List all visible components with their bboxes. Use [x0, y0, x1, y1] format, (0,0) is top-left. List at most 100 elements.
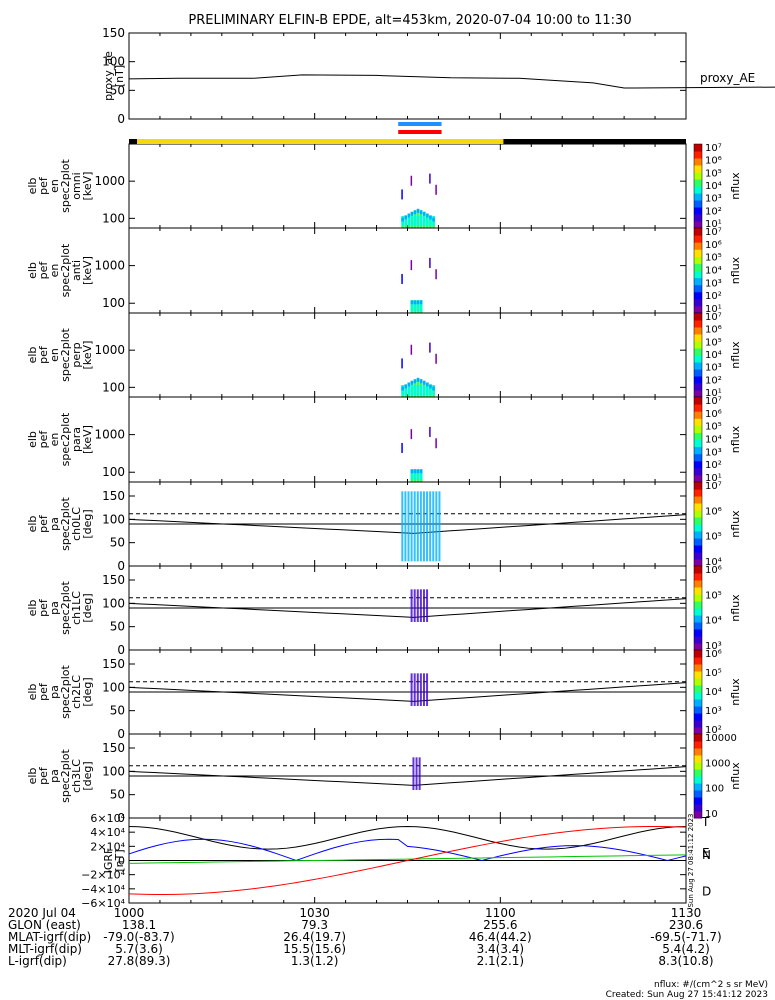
- colorbar-segment: [694, 566, 702, 574]
- spectrogram-cell: [407, 385, 411, 395]
- spectrogram-cell: [422, 211, 426, 216]
- pitch-angle-data: [410, 589, 429, 622]
- colorbar-segment: [694, 636, 702, 644]
- spectrogram-cell: [429, 216, 432, 226]
- y-axis-label: [keV]: [81, 425, 94, 454]
- ephemeris-row-label: GLON (east): [8, 918, 81, 932]
- y-axis-label: pef: [37, 261, 50, 280]
- colorbar-tick-label: 10⁴: [705, 350, 722, 361]
- y-axis-label: pa: [48, 685, 61, 699]
- spectrogram-cell: [413, 470, 417, 480]
- chart-title: PRELIMINARY ELFIN-B EPDE, alt=453km, 202…: [188, 13, 631, 28]
- ephemeris-value: -79.0(-83.7): [103, 930, 174, 944]
- y-axis-label: spec2plot: [59, 497, 72, 551]
- colorbar-segment: [694, 376, 702, 384]
- colorbar-tick-label: 10²: [705, 375, 722, 386]
- colorbar-tick-label: 10⁶: [705, 649, 722, 660]
- colorbar-segment: [694, 228, 702, 236]
- colorbar-segment: [694, 270, 702, 279]
- ephemeris-value: 230.6: [669, 918, 703, 932]
- colorbar-segment: [694, 699, 702, 707]
- colorbar-segment: [694, 552, 702, 560]
- y-axis-label: en: [48, 348, 61, 362]
- spectrogram-cell: [413, 216, 417, 226]
- colorbar-segment: [694, 678, 702, 686]
- data-coverage-red: [398, 130, 442, 134]
- spectrogram-cell: [413, 301, 417, 311]
- colorbar-segment: [694, 545, 702, 553]
- colorbar-segment: [694, 158, 702, 166]
- y-axis-label: spec2plot: [59, 243, 72, 297]
- y-tick-label: 50: [110, 788, 125, 802]
- pitch-angle-cell: [413, 589, 416, 622]
- colorbar-segment: [694, 369, 702, 377]
- ephemeris-value: 8.3(10.8): [658, 954, 713, 968]
- x-tick-label: 1100: [485, 906, 516, 920]
- colorbar-tick-label: 10⁶: [705, 240, 722, 251]
- colorbar-tick-label: 10²: [705, 725, 722, 736]
- spectrogram-cell: [410, 429, 413, 440]
- colorbar-tick-label: 10⁶: [705, 409, 722, 420]
- y-tick-label: 50: [110, 704, 125, 718]
- spectrogram-cell: [429, 385, 432, 395]
- pitch-angle-cell: [410, 589, 413, 622]
- pitch-angle-cell: [415, 757, 418, 790]
- ephemeris-value: 46.4(44.2): [469, 930, 532, 944]
- colorbar-segment: [694, 573, 702, 581]
- y-axis-label: [keV]: [81, 341, 94, 370]
- y-tick-label: 100: [102, 211, 125, 225]
- ephemeris-row-label: L-igrf(dip): [8, 954, 67, 968]
- ephemeris-row-label: MLT-igrf(dip): [8, 942, 82, 956]
- colorbar-segment: [694, 425, 702, 433]
- colorbar-label: nflux: [729, 678, 742, 706]
- colorbar-segment: [694, 496, 702, 504]
- y-tick-label: 150: [102, 489, 125, 503]
- spectrogram-cell: [419, 300, 423, 305]
- colorbar-tick-label: 10³: [705, 363, 722, 374]
- colorbar-segment: [694, 657, 702, 665]
- panel-ch1: 050100150elbpefpaspec2plotch1LC[deg]10⁶1…: [26, 565, 742, 657]
- y-axis-label: spec2plot: [59, 412, 72, 466]
- spectrogram-cell: [410, 175, 413, 186]
- colorbar-segment: [694, 214, 702, 222]
- pitch-angle-cell: [404, 491, 407, 562]
- y-axis-label: elb: [26, 600, 39, 617]
- colorbar-tick-label: 10¹: [705, 219, 722, 230]
- y-axis-label: spec2plot: [59, 581, 72, 635]
- panel-ch2: 050100150elbpefpaspec2plotch2LC[deg]10⁶1…: [26, 649, 742, 741]
- colorbar-segment: [694, 713, 702, 721]
- ephemeris-value: 15.5(15.6): [283, 942, 346, 956]
- spectrogram-cell: [416, 377, 420, 382]
- spectrogram-cell: [419, 210, 423, 215]
- spectrogram-cell: [435, 353, 437, 364]
- colorbar-tick-label: 10⁶: [705, 156, 722, 167]
- spectrogram-cell: [401, 189, 403, 200]
- y-tick-label: 1000: [94, 174, 125, 188]
- colorbar-label: nflux: [729, 172, 742, 200]
- colorbar-segment: [694, 727, 702, 735]
- colorbar-segment: [694, 797, 702, 805]
- spectrogram-cell: [419, 301, 423, 311]
- colorbar-label: nflux: [729, 425, 742, 453]
- spectrogram-data: [401, 342, 437, 397]
- colorbar-segment: [694, 235, 702, 243]
- spectrogram-cell: [410, 380, 414, 385]
- pitch-angle-data: [410, 673, 429, 706]
- panel-ch0: 050100150elbpefpaspec2plotch0LC[deg]10⁷1…: [26, 481, 742, 573]
- y-axis-label: [nT]: [113, 849, 126, 871]
- data-coverage-blue: [398, 122, 442, 126]
- pitch-angle-cell: [422, 589, 425, 622]
- spectrogram-cell: [416, 216, 420, 226]
- colorbar-segment: [694, 355, 702, 363]
- pitch-angle-cell: [412, 757, 415, 790]
- spectrogram-data: [401, 426, 437, 482]
- y-axis-label: pef: [37, 766, 50, 785]
- pitch-angle-cell: [419, 673, 422, 706]
- colorbar-tick-label: 10³: [705, 641, 722, 652]
- colorbar-tick-label: 10⁵: [705, 668, 722, 679]
- colorbar: 10⁶ 10⁵ 10⁴ 10³ 10² nflux: [693, 649, 742, 736]
- colorbar-segment: [694, 313, 702, 321]
